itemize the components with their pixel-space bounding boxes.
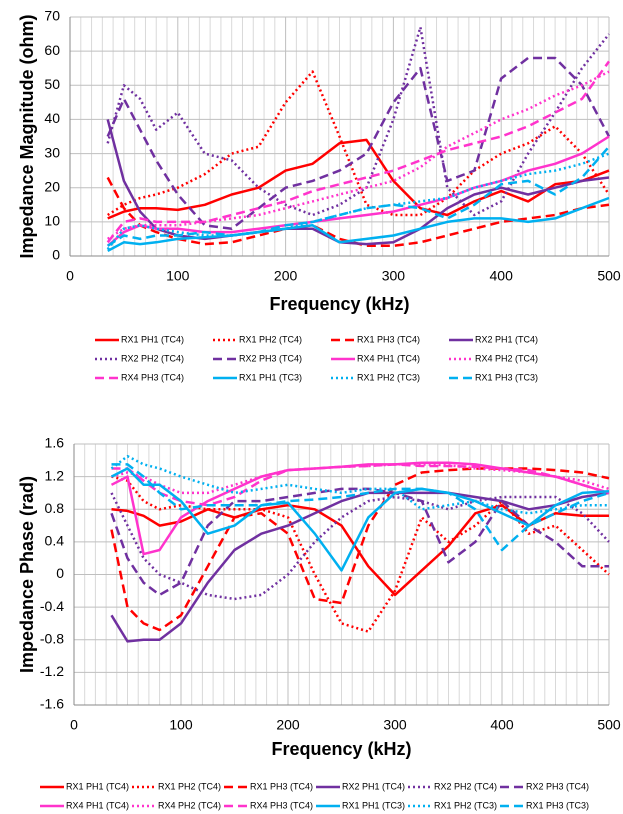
series-line bbox=[110, 492, 610, 601]
legend-label: RX4 PH3 (TC4) bbox=[250, 800, 313, 810]
chart: 0 100 200 300 400 500 0 10 20 30 40 50 60 70 Frequency… bbox=[17, 8, 621, 383]
x-tick-label: 300 bbox=[383, 717, 407, 733]
legend-label: RX2 PH2 (TC4) bbox=[121, 353, 184, 363]
legend-label: RX4 PH1 (TC4) bbox=[357, 353, 420, 363]
legend-label: RX1 PH1 (TC3) bbox=[239, 372, 302, 382]
legend-label: RX1 PH1 (TC4) bbox=[66, 781, 129, 791]
legend-label: RX2 PH3 (TC4) bbox=[239, 353, 302, 363]
x-tick-label: 300 bbox=[382, 268, 406, 284]
y-tick-label: -1.6 bbox=[40, 696, 64, 712]
legend-label: RX2 PH1 (TC4) bbox=[342, 781, 405, 791]
legend-label: RX2 PH2 (TC4) bbox=[434, 781, 497, 791]
y-axis-title: Impedance Magnitude (ohm) bbox=[17, 14, 37, 258]
x-tick-label: 0 bbox=[66, 268, 74, 284]
series-line bbox=[110, 491, 610, 643]
series-line bbox=[106, 60, 611, 244]
legend-label: RX1 PH2 (TC3) bbox=[434, 800, 497, 810]
x-tick-label: 100 bbox=[166, 268, 190, 284]
series-line bbox=[106, 25, 610, 217]
series-line bbox=[110, 454, 609, 515]
y-tick-label: 1.2 bbox=[45, 467, 65, 483]
y-tick-label: 10 bbox=[44, 213, 60, 229]
series-line bbox=[111, 463, 610, 495]
x-tick-label: 200 bbox=[274, 268, 298, 284]
series-line bbox=[110, 467, 610, 572]
series-line bbox=[106, 56, 611, 230]
y-tick-label: 0.8 bbox=[45, 500, 65, 516]
x-tick-label: 0 bbox=[70, 717, 78, 733]
legend-label: RX4 PH3 (TC4) bbox=[121, 372, 184, 382]
series-line bbox=[107, 145, 610, 247]
y-tick-label: 30 bbox=[44, 144, 60, 160]
x-tick-label: 500 bbox=[597, 268, 621, 284]
x-tick-label: 100 bbox=[169, 717, 193, 733]
x-tick-label: 200 bbox=[276, 717, 300, 733]
legend-label: RX1 PH2 (TC4) bbox=[158, 781, 221, 791]
y-tick-label: 0.4 bbox=[45, 533, 65, 549]
x-axis-title: Frequency (kHz) bbox=[269, 294, 409, 314]
x-axis-title: Frequency (kHz) bbox=[271, 739, 411, 759]
y-tick-label: -0.8 bbox=[40, 630, 64, 646]
series-line bbox=[111, 503, 609, 597]
legend-label: RX1 PH2 (TC4) bbox=[239, 334, 302, 344]
series-line bbox=[107, 70, 611, 217]
legend-label: RX1 PH3 (TC3) bbox=[475, 372, 538, 382]
series-line bbox=[107, 196, 610, 253]
y-tick-label: 70 bbox=[44, 8, 60, 24]
y-tick-label: 20 bbox=[44, 178, 60, 194]
y-tick-label: -0.4 bbox=[40, 598, 64, 614]
legend-label: RX4 PH1 (TC4) bbox=[66, 800, 129, 810]
legend-label: RX1 PH3 (TC4) bbox=[357, 334, 420, 344]
legend-label: RX1 PH3 (TC3) bbox=[526, 800, 589, 810]
y-tick-label: 60 bbox=[44, 42, 60, 58]
series-line bbox=[111, 463, 610, 507]
legend-label: RX4 PH2 (TC4) bbox=[475, 353, 538, 363]
legend-label: RX1 PH3 (TC4) bbox=[250, 781, 313, 791]
y-tick-label: 0 bbox=[56, 565, 64, 581]
legend-label: RX1 PH2 (TC3) bbox=[357, 372, 420, 382]
legend-label: RX1 PH1 (TC4) bbox=[121, 334, 184, 344]
y-tick-label: -1.2 bbox=[40, 663, 64, 679]
legend-label: RX1 PH1 (TC3) bbox=[342, 800, 405, 810]
series-line bbox=[107, 138, 610, 220]
y-axis-title: Impedance Phase (rad) bbox=[17, 476, 37, 673]
x-tick-label: 400 bbox=[490, 717, 514, 733]
y-tick-label: 0 bbox=[52, 247, 60, 263]
y-tick-label: 50 bbox=[44, 76, 60, 92]
legend-label: RX2 PH1 (TC4) bbox=[475, 334, 538, 344]
legend-label: RX2 PH3 (TC4) bbox=[526, 781, 589, 791]
x-tick-label: 500 bbox=[597, 717, 621, 733]
y-tick-label: 40 bbox=[44, 110, 60, 126]
x-tick-label: 400 bbox=[490, 268, 514, 284]
chart: 0 100 200 300 400 500 -1.6 -1.2 -0.8 -0.4 0 0.4 0.8 1… bbox=[17, 435, 621, 811]
y-tick-label: 1.6 bbox=[45, 435, 65, 451]
legend-label: RX4 PH2 (TC4) bbox=[158, 800, 221, 810]
series-line bbox=[110, 487, 609, 597]
